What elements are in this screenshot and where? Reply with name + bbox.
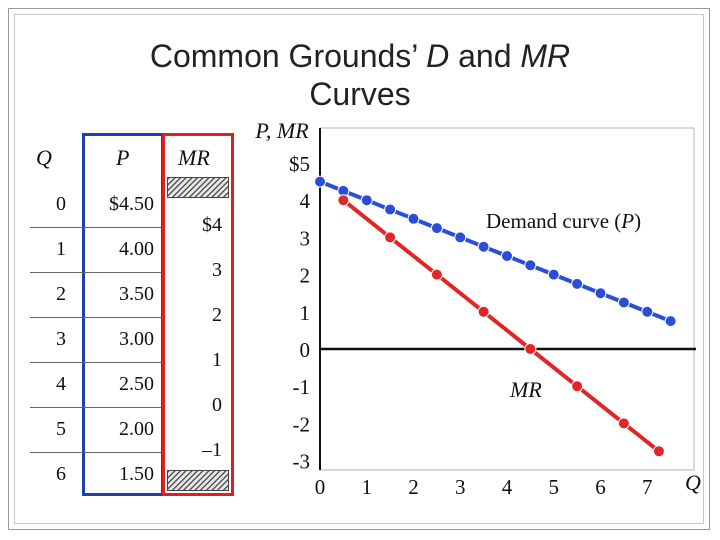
demand-point (360, 194, 373, 207)
demand-point (314, 175, 326, 188)
slide-frame (8, 8, 710, 530)
demand-point (501, 250, 513, 262)
y-tick-label: 2 (300, 264, 311, 288)
demand-point (641, 305, 654, 318)
demand-point (594, 287, 607, 300)
table-mr-cell: $4 (202, 214, 222, 236)
mr-column-header: MR (178, 145, 210, 170)
demand-curve-line (319, 179, 672, 323)
table-q-cell: 1 (56, 238, 66, 260)
x-tick-label: 7 (642, 475, 653, 499)
x-tick-label: 6 (595, 475, 606, 499)
table-q-cell: 0 (56, 193, 66, 215)
demand-point (407, 212, 420, 225)
table-q-cell: 2 (56, 283, 66, 305)
table-row-divider (30, 317, 162, 318)
x-tick-label: 2 (408, 475, 419, 499)
y-tick-label: 4 (300, 189, 311, 213)
table-mr-cell: 3 (212, 259, 222, 281)
demand-point (547, 268, 560, 281)
y-tick-label: -2 (293, 412, 311, 436)
y-tick-label: -3 (293, 450, 311, 474)
mr-curve-line (342, 198, 661, 453)
demand-point (477, 240, 490, 253)
mr-blank-cell-top (167, 177, 229, 198)
mr-point (430, 268, 443, 281)
table-p-cell: $4.50 (109, 193, 154, 215)
table-row-divider (30, 227, 162, 228)
slide-title-line-1: Common Grounds’ D and MR (149, 38, 571, 74)
table-q-cell: 6 (56, 463, 66, 485)
table-q-cell: 4 (56, 373, 66, 395)
slide-title-line-2: Curves (309, 76, 411, 112)
table-row-divider (30, 272, 162, 273)
x-axis-title: Q (685, 470, 701, 495)
x-tick-label: 1 (362, 475, 373, 499)
demand-point (524, 259, 537, 272)
demand-point (430, 222, 443, 235)
mr-column-box (162, 133, 234, 496)
mr-point (477, 305, 490, 318)
x-tick-label: 5 (549, 475, 560, 499)
table-mr-cell: –1 (202, 439, 222, 461)
table-row-divider (30, 407, 162, 408)
demand-point (384, 203, 397, 216)
table-mr-cell: 2 (212, 304, 222, 326)
table-row-divider (30, 362, 162, 363)
demand-point (664, 315, 677, 328)
table-p-cell: 3.00 (119, 328, 154, 350)
table-p-cell: 1.50 (119, 463, 154, 485)
mr-point (524, 343, 537, 355)
y-axis-title: P, MR (254, 118, 309, 143)
y-tick-label: 1 (300, 301, 311, 325)
mr-blank-cell-bottom (167, 470, 229, 491)
mr-point (617, 417, 630, 430)
plot-area-border (319, 127, 695, 471)
mr-point (384, 231, 397, 244)
y-tick-label: 0 (300, 338, 311, 362)
demand-curve-label: Demand curve (P) (486, 209, 641, 233)
table-mr-cell: 1 (212, 349, 222, 371)
demand-point (571, 277, 584, 290)
table-q-cell: 3 (56, 328, 66, 350)
table-mr-cell: 0 (212, 394, 222, 416)
demand-point (454, 231, 467, 244)
demand-point (617, 296, 630, 309)
mr-point (652, 445, 665, 458)
table-p-cell: 3.50 (119, 283, 154, 305)
table-p-cell: 2.00 (119, 418, 154, 440)
mr-point (337, 194, 350, 207)
y-tick-label: 3 (300, 226, 311, 250)
slide-inner-frame (14, 14, 704, 524)
x-tick-label: 0 (315, 475, 326, 499)
table-p-cell: 2.50 (119, 373, 154, 395)
y-tick-label: $5 (289, 152, 310, 176)
mr-point (571, 380, 584, 393)
x-tick-label: 3 (455, 475, 466, 499)
p-column-header: P (116, 145, 130, 170)
mr-curve-label: MR (509, 377, 542, 402)
table-q-cell: 5 (56, 418, 66, 440)
x-tick-label: 4 (502, 475, 513, 499)
y-tick-label: -1 (293, 375, 311, 399)
q-column-header: Q (36, 145, 52, 170)
table-row-divider (30, 452, 162, 453)
table-p-cell: 4.00 (119, 238, 154, 260)
